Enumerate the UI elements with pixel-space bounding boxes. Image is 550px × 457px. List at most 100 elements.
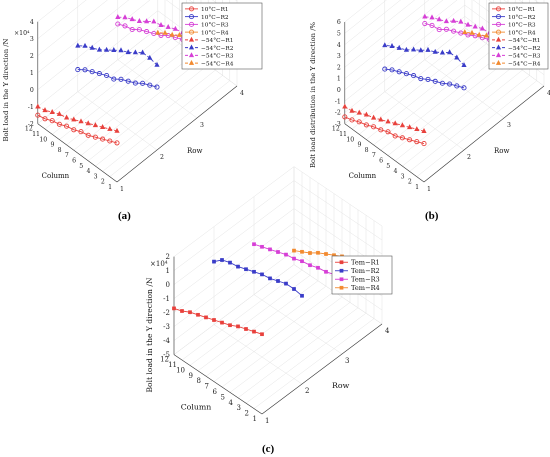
data-point xyxy=(85,132,91,138)
grid-line xyxy=(102,75,223,172)
grid-line xyxy=(402,69,523,167)
data-point xyxy=(411,46,417,52)
data-point xyxy=(136,18,142,24)
data-point xyxy=(85,120,91,126)
x-axis-title: Row xyxy=(187,147,202,155)
data-point xyxy=(439,49,445,55)
legend-label: 10°C−R3 xyxy=(201,23,229,29)
panel-label-a: (a) xyxy=(118,210,131,222)
grid-line xyxy=(253,318,375,409)
data-point xyxy=(172,25,178,31)
panel-label-b: (b) xyxy=(425,210,439,222)
z-tick-label: 5 xyxy=(337,31,341,38)
data-point xyxy=(454,54,460,60)
data-point xyxy=(104,46,110,52)
data-point xyxy=(469,29,475,35)
data-point xyxy=(407,124,413,130)
y-tick-label: 7 xyxy=(65,152,69,159)
legend-marker xyxy=(188,36,195,42)
y-tick-label: 1 xyxy=(415,184,419,191)
x-tick-label: 1 xyxy=(120,186,124,193)
y-tick-label: 6 xyxy=(72,158,76,165)
z-tick-label: -2 xyxy=(335,110,341,117)
y-tick-label: 5 xyxy=(79,163,83,170)
data-point xyxy=(236,324,240,329)
data-point xyxy=(114,127,120,133)
grid-line xyxy=(416,80,537,177)
z-exponent-label: ×10⁴ xyxy=(14,30,30,37)
y-tick-label: 10 xyxy=(346,136,354,143)
data-point xyxy=(204,315,208,320)
data-point xyxy=(244,267,248,272)
y-tick-label: 12 xyxy=(25,126,33,133)
grid-line xyxy=(197,280,319,371)
y-tick-label: 10 xyxy=(176,366,185,374)
data-point xyxy=(479,25,485,31)
series-line xyxy=(344,106,425,132)
y-tick-label: 7 xyxy=(372,152,376,159)
grid-line xyxy=(173,166,383,257)
z-tick-label: 0 xyxy=(337,87,341,94)
z-tick-label: 0 xyxy=(166,281,170,289)
data-point xyxy=(425,76,431,82)
data-point xyxy=(107,125,113,131)
data-point xyxy=(162,29,168,35)
data-point xyxy=(92,134,98,140)
grid-line xyxy=(384,91,465,151)
y-tick-label: 6 xyxy=(213,388,218,396)
y-tick-label: 2 xyxy=(408,179,412,186)
z-tick-label: -3 xyxy=(335,121,341,128)
x-tick-label: 4 xyxy=(385,327,390,335)
series-b-6 xyxy=(382,42,467,68)
series-line xyxy=(384,68,465,89)
legend-label: Tem−R1 xyxy=(351,258,380,266)
data-point xyxy=(476,31,482,37)
y-tick-label: 12 xyxy=(332,126,340,133)
data-point xyxy=(260,272,264,277)
series-c-2 xyxy=(212,258,304,298)
series-a-5 xyxy=(35,103,120,133)
data-point xyxy=(399,122,405,128)
data-point xyxy=(421,128,427,133)
grid-line xyxy=(66,48,187,146)
y-tick-label: 2 xyxy=(101,179,105,186)
grid-line xyxy=(395,64,516,161)
grid-line xyxy=(344,0,545,45)
grid-line xyxy=(80,59,202,156)
data-point xyxy=(111,47,117,53)
data-point xyxy=(114,140,120,146)
data-point xyxy=(389,43,395,48)
x-tick-label: 2 xyxy=(467,154,471,161)
axes-c xyxy=(173,256,383,415)
z-tick-label: -2 xyxy=(28,121,34,128)
data-point xyxy=(443,26,449,32)
y-tick-label: 11 xyxy=(339,131,347,138)
x-tick-label: 3 xyxy=(507,122,511,129)
legend-label: 10°C−R3 xyxy=(508,23,536,29)
data-point xyxy=(132,49,138,55)
data-point xyxy=(276,250,280,254)
data-point xyxy=(422,13,428,19)
data-point xyxy=(115,21,121,27)
data-point xyxy=(411,73,417,79)
x-tick-label: 3 xyxy=(345,357,349,365)
y-tick-label: 4 xyxy=(86,168,90,175)
data-point xyxy=(49,118,55,124)
y-tick-label: 3 xyxy=(401,173,405,180)
data-point xyxy=(122,14,128,20)
data-point xyxy=(414,139,420,145)
data-point xyxy=(389,67,395,73)
y-tick-label: 3 xyxy=(94,173,98,180)
panel-label-c: (c) xyxy=(262,443,275,455)
data-point xyxy=(429,14,435,20)
z-tick-label: -1 xyxy=(163,295,170,303)
z-axis-title: Bolt load in the Y direction /N xyxy=(145,277,154,392)
data-point xyxy=(461,85,467,91)
data-point xyxy=(382,42,388,48)
data-point xyxy=(140,49,146,55)
grid-line xyxy=(37,27,158,124)
data-point xyxy=(236,264,240,269)
legend-marker xyxy=(188,29,195,35)
data-point xyxy=(432,48,438,54)
data-point xyxy=(443,18,449,24)
